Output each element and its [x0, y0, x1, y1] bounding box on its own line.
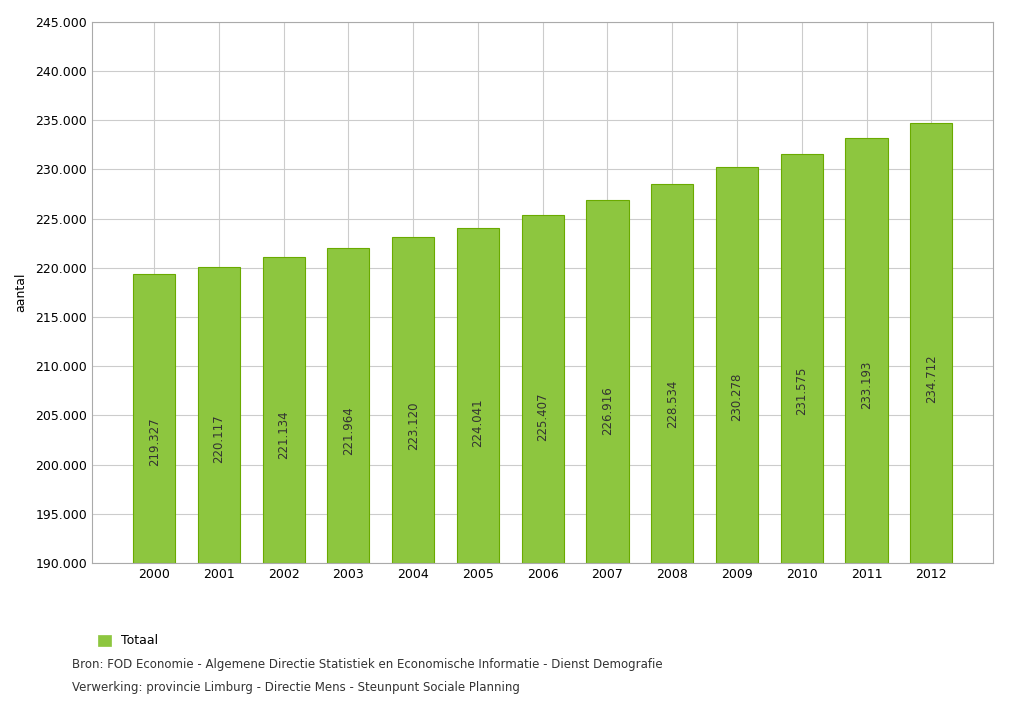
Bar	[133, 274, 175, 563]
Legend: Totaal: Totaal	[98, 635, 158, 648]
Text: 230.278: 230.278	[730, 373, 743, 421]
Text: 221.134: 221.134	[278, 410, 290, 458]
Text: Verwerking: provincie Limburg - Directie Mens - Steunpunt Sociale Planning: Verwerking: provincie Limburg - Directie…	[72, 681, 519, 694]
Text: 224.041: 224.041	[471, 398, 484, 447]
Bar	[846, 138, 888, 563]
Bar	[521, 214, 564, 563]
Text: 228.534: 228.534	[666, 380, 679, 428]
Text: 225.407: 225.407	[537, 393, 549, 441]
Text: 223.120: 223.120	[407, 402, 420, 451]
Text: Bron: FOD Economie - Algemene Directie Statistiek en Economische Informatie - Di: Bron: FOD Economie - Algemene Directie S…	[72, 658, 663, 671]
Bar	[587, 200, 629, 563]
Text: 219.327: 219.327	[147, 417, 161, 466]
Text: 226.916: 226.916	[601, 386, 614, 435]
Text: 231.575: 231.575	[796, 367, 808, 415]
Text: 233.193: 233.193	[860, 360, 873, 409]
Text: 234.712: 234.712	[925, 354, 938, 403]
Bar	[651, 184, 693, 563]
Text: 221.964: 221.964	[342, 406, 355, 456]
Bar	[457, 228, 499, 563]
Y-axis label: aantal: aantal	[14, 273, 27, 312]
Bar	[716, 167, 758, 563]
Bar	[328, 248, 370, 563]
Bar	[392, 237, 434, 563]
Bar	[198, 266, 240, 563]
Bar	[910, 123, 952, 563]
Bar	[780, 154, 823, 563]
Bar	[262, 256, 305, 563]
Text: 220.117: 220.117	[212, 414, 225, 463]
